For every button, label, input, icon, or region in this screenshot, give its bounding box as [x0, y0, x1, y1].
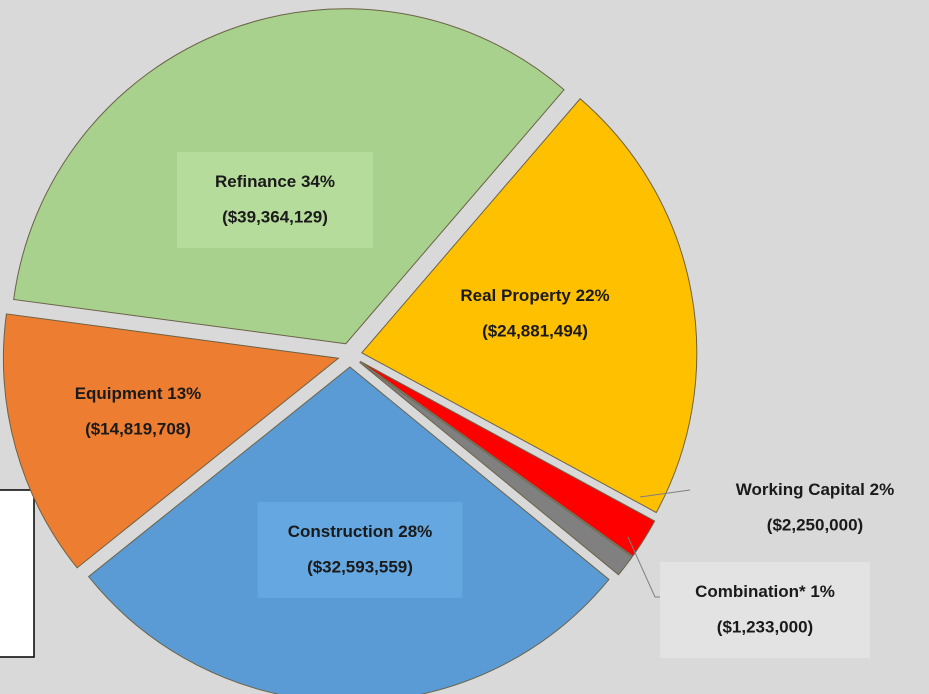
category-label: Equipment — [75, 384, 163, 403]
value-label: ($32,593,559) — [307, 557, 413, 576]
percent-label: 1% — [810, 582, 835, 601]
data-label: Construction 28% — [288, 522, 433, 541]
data-label: Refinance 34% — [215, 172, 335, 191]
value-label: ($1,233,000) — [717, 617, 813, 636]
data-label: Working Capital 2% — [736, 480, 894, 499]
category-label: Refinance — [215, 172, 296, 191]
percent-label: 34% — [301, 172, 335, 191]
percent-label: 13% — [167, 384, 201, 403]
category-label: Real Property — [460, 286, 571, 305]
value-label: ($39,364,129) — [222, 207, 328, 226]
pie-slice — [361, 98, 698, 514]
category-label: Construction — [288, 522, 394, 541]
pie-slice — [359, 360, 656, 557]
value-label: ($24,881,494) — [482, 321, 588, 340]
data-label: Equipment 13% — [75, 384, 202, 403]
label-background — [257, 502, 463, 598]
category-label: Working Capital — [736, 480, 865, 499]
pie-slice — [2, 313, 340, 569]
percent-label: 22% — [576, 286, 610, 305]
pie-slice — [359, 361, 633, 576]
value-label: ($2,250,000) — [767, 515, 863, 534]
percent-label: 28% — [398, 522, 432, 541]
category-label: Combination* — [695, 582, 806, 601]
value-label: ($14,819,708) — [85, 419, 191, 438]
percent-label: 2% — [870, 480, 895, 499]
label-background — [177, 152, 373, 248]
side-box — [0, 489, 35, 658]
leader-line — [639, 489, 691, 498]
data-label: Real Property 22% — [460, 286, 609, 305]
data-label: Combination* 1% — [695, 582, 835, 601]
label-background — [660, 562, 870, 658]
